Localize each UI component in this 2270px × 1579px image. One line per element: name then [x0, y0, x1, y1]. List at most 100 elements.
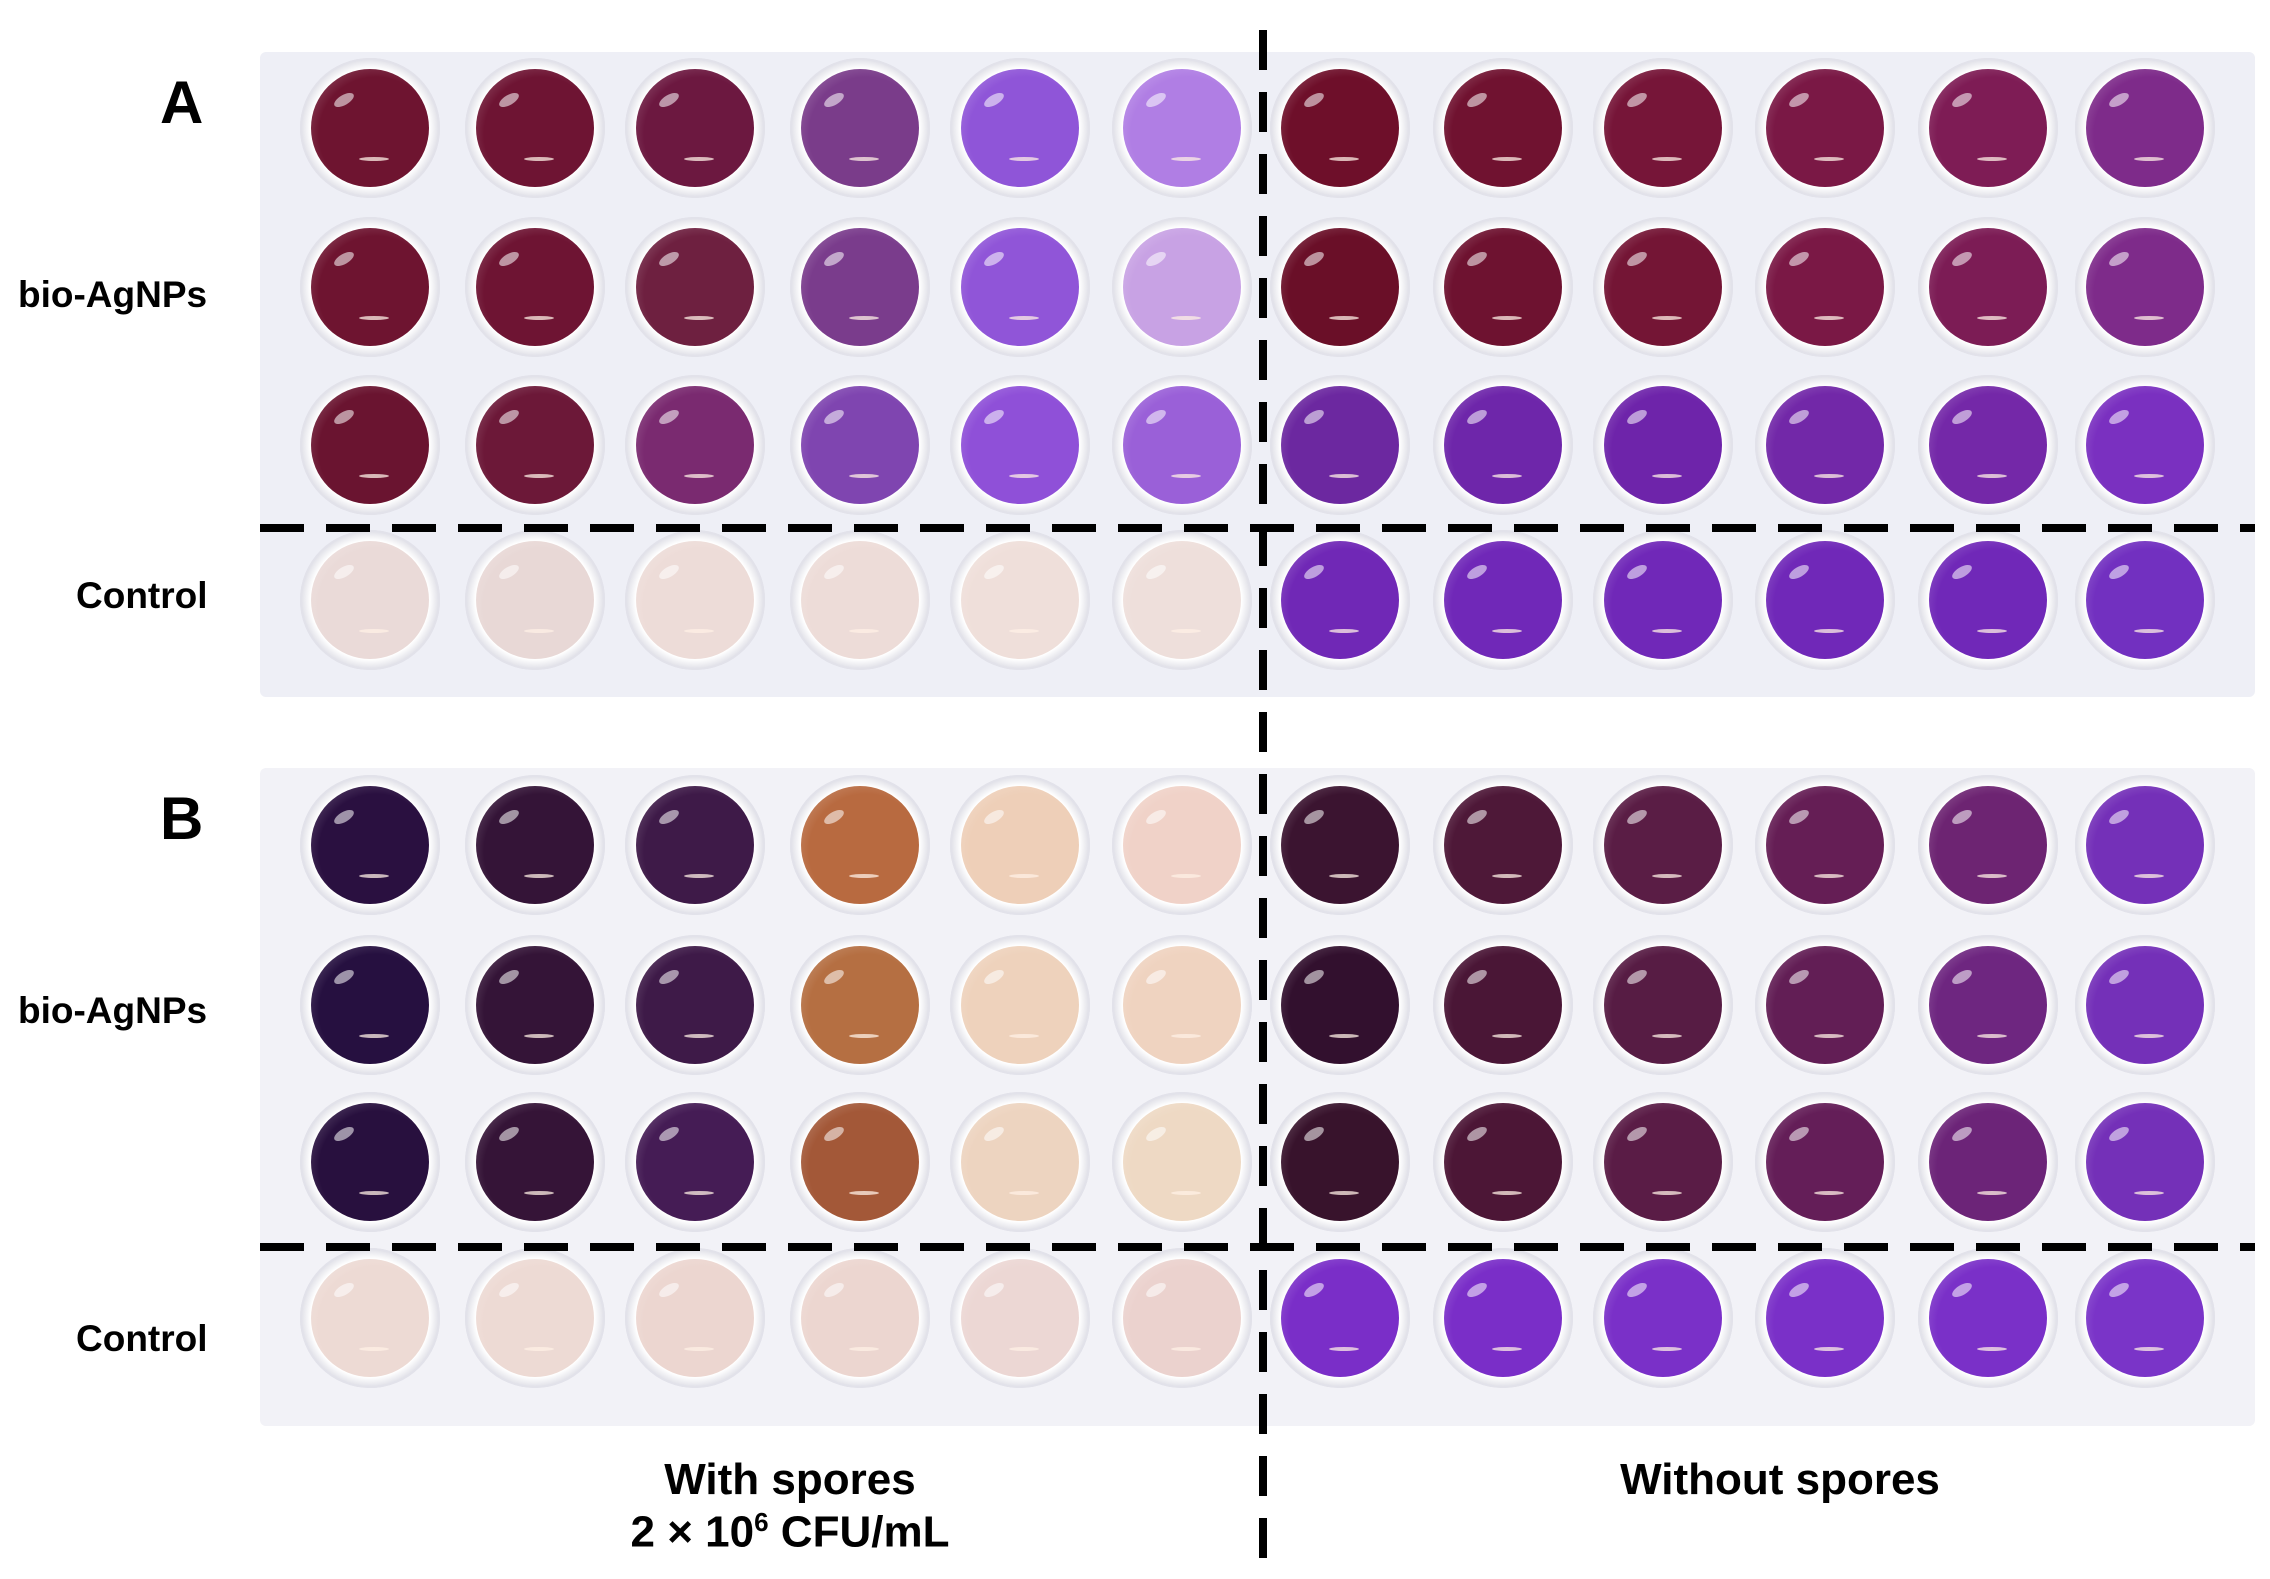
well-liquid [311, 541, 429, 659]
well-liquid [1281, 1259, 1399, 1377]
well [1112, 375, 1252, 515]
well [1593, 1248, 1733, 1388]
well-reflection [1329, 316, 1359, 320]
well-reflection [1977, 316, 2007, 320]
well-reflection [359, 1191, 389, 1195]
panel-letter-a: A [160, 69, 204, 136]
well-liquid [1123, 541, 1241, 659]
well-liquid [961, 1259, 1079, 1377]
well [1433, 1248, 1573, 1388]
well [1270, 775, 1410, 915]
well [1755, 935, 1895, 1075]
well [1112, 775, 1252, 915]
well-liquid [801, 69, 919, 187]
well-liquid [636, 1259, 754, 1377]
well [790, 58, 930, 198]
well-liquid [1929, 228, 2047, 346]
well [2075, 1092, 2215, 1232]
well-liquid [961, 786, 1079, 904]
well [790, 935, 930, 1075]
well-reflection [2134, 157, 2164, 161]
well [1112, 217, 1252, 357]
well-reflection [1009, 474, 1039, 478]
well-reflection [1492, 474, 1522, 478]
well-reflection [1652, 874, 1682, 878]
well [625, 58, 765, 198]
well-liquid [476, 1103, 594, 1221]
well-liquid [961, 541, 1079, 659]
well-reflection [1329, 629, 1359, 633]
well [465, 1248, 605, 1388]
well-liquid [311, 1103, 429, 1221]
well-liquid [1123, 1103, 1241, 1221]
well-reflection [1009, 316, 1039, 320]
well [2075, 935, 2215, 1075]
well [465, 530, 605, 670]
well-liquid [1929, 386, 2047, 504]
well [2075, 530, 2215, 670]
well-reflection [2134, 629, 2164, 633]
well-reflection [1977, 157, 2007, 161]
well [2075, 775, 2215, 915]
well-reflection [1814, 874, 1844, 878]
well-liquid [1281, 386, 1399, 504]
well-reflection [2134, 874, 2164, 878]
well-reflection [1977, 1347, 2007, 1351]
well [1918, 58, 2058, 198]
well-reflection [684, 629, 714, 633]
well [950, 935, 1090, 1075]
well-reflection [524, 1034, 554, 1038]
well-reflection [1171, 1191, 1201, 1195]
well [465, 775, 605, 915]
well-liquid [476, 541, 594, 659]
well [1918, 375, 2058, 515]
well [300, 217, 440, 357]
well [1433, 530, 1573, 670]
well [950, 1092, 1090, 1232]
well [625, 217, 765, 357]
well-liquid [476, 946, 594, 1064]
well [1593, 530, 1733, 670]
well-reflection [684, 1191, 714, 1195]
well [300, 935, 440, 1075]
well-reflection [1492, 1034, 1522, 1038]
row-label-control-a: Control [76, 575, 208, 616]
well [300, 1092, 440, 1232]
well-liquid [1604, 1259, 1722, 1377]
well-reflection [849, 157, 879, 161]
well [1593, 58, 1733, 198]
well-reflection [1009, 157, 1039, 161]
with-spores-line2: 2 × 106 CFU/mL [630, 1507, 950, 1557]
well-reflection [684, 474, 714, 478]
well [465, 375, 605, 515]
well-reflection [1329, 874, 1359, 878]
column-label-without-spores: Without spores [1620, 1455, 1940, 1504]
well-liquid [1281, 69, 1399, 187]
well-reflection [1492, 874, 1522, 878]
well [1755, 775, 1895, 915]
well [950, 58, 1090, 198]
well-reflection [1329, 157, 1359, 161]
well-reflection [1171, 1347, 1201, 1351]
well-liquid [801, 1259, 919, 1377]
well-liquid [801, 386, 919, 504]
well-reflection [684, 1347, 714, 1351]
with-spores-line1: With spores [664, 1455, 916, 1504]
row-label-bio-agnps-a: bio-AgNPs [18, 274, 208, 315]
well [2075, 375, 2215, 515]
well [790, 1092, 930, 1232]
well-liquid [2086, 69, 2204, 187]
well-liquid [961, 386, 1079, 504]
well-reflection [359, 157, 389, 161]
well-reflection [1814, 1347, 1844, 1351]
well-liquid [1604, 541, 1722, 659]
well [1270, 935, 1410, 1075]
well-reflection [359, 474, 389, 478]
well-liquid [1123, 1259, 1241, 1377]
well [625, 375, 765, 515]
well [790, 775, 930, 915]
well-reflection [849, 1191, 879, 1195]
well-reflection [359, 629, 389, 633]
well-liquid [1604, 1103, 1722, 1221]
well [1112, 935, 1252, 1075]
